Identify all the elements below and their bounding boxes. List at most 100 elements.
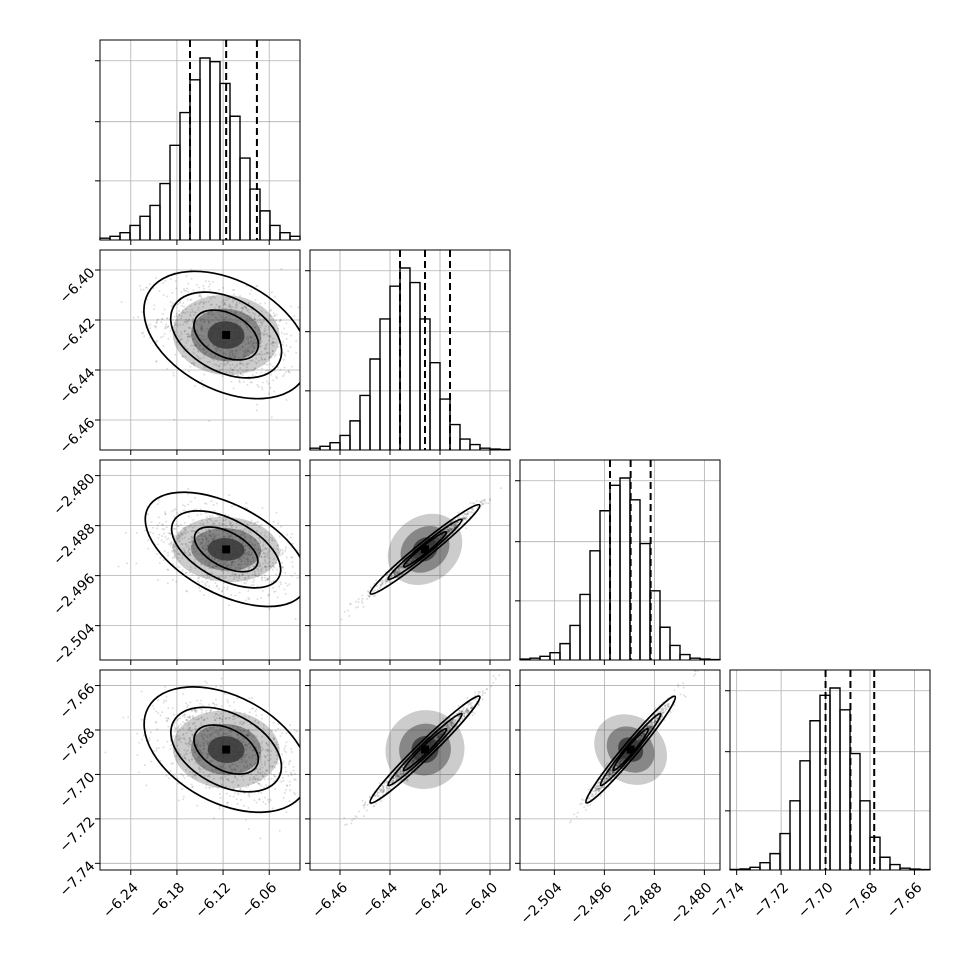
sample-point <box>255 409 258 412</box>
sample-point <box>212 533 215 536</box>
sample-point <box>246 734 249 737</box>
sample-point <box>208 703 211 706</box>
sample-point <box>258 318 261 321</box>
sample-point <box>199 320 202 323</box>
sample-point <box>202 730 205 733</box>
sample-point <box>307 544 309 546</box>
sample-point <box>257 569 260 572</box>
sample-point <box>240 769 243 772</box>
sample-point <box>236 374 239 377</box>
hist-bar <box>459 438 471 450</box>
sample-point <box>157 318 160 321</box>
sample-point <box>173 554 176 557</box>
sample-point <box>248 792 251 795</box>
sample-point <box>252 342 255 345</box>
sample-point <box>260 755 263 758</box>
sample-point <box>186 333 189 336</box>
sample-point <box>300 369 302 371</box>
sample-point <box>253 544 256 547</box>
sample-point <box>449 528 452 531</box>
sample-point <box>222 535 225 538</box>
sample-point <box>236 370 239 373</box>
sample-point <box>251 544 254 547</box>
sample-point <box>180 304 183 307</box>
sample-point <box>273 761 276 764</box>
sample-point <box>251 345 254 348</box>
sample-point <box>163 308 166 311</box>
sample-point <box>234 355 237 358</box>
sample-point <box>260 576 263 579</box>
sample-point <box>265 380 268 383</box>
sample-point <box>215 528 218 531</box>
sample-point <box>195 354 198 357</box>
sample-point <box>472 511 475 514</box>
sample-point <box>236 802 239 805</box>
sample-point <box>222 564 225 567</box>
sample-point <box>202 312 205 315</box>
sample-point <box>265 536 268 539</box>
sample-point <box>281 776 284 779</box>
sample-point <box>166 367 169 370</box>
sample-point <box>178 536 181 539</box>
sample-point <box>227 514 230 517</box>
sample-point <box>226 532 229 535</box>
sample-point <box>202 771 205 774</box>
sample-point <box>192 519 195 522</box>
sample-point <box>200 535 203 538</box>
sample-point <box>244 560 247 563</box>
sample-point <box>300 565 302 567</box>
sample-point <box>453 525 456 528</box>
sample-point <box>396 572 399 575</box>
sample-point <box>185 275 188 278</box>
sample-point <box>228 730 231 733</box>
sample-point <box>225 296 228 299</box>
sample-point <box>229 317 232 320</box>
sample-point <box>222 523 225 526</box>
sample-point <box>169 770 172 773</box>
sample-point <box>252 749 255 752</box>
sample-point <box>446 530 449 533</box>
sample-point <box>250 583 253 586</box>
sample-point <box>230 730 233 733</box>
sample-point <box>219 349 222 352</box>
sample-point <box>188 740 191 743</box>
sample-point <box>208 528 211 531</box>
sample-point <box>252 347 255 350</box>
sample-point <box>104 751 107 754</box>
sample-point <box>269 754 272 757</box>
sample-point <box>159 336 162 339</box>
sample-point <box>231 763 234 766</box>
sample-point <box>209 733 212 736</box>
sample-point <box>217 347 220 350</box>
sample-point <box>464 517 467 520</box>
sample-point <box>268 392 271 395</box>
sample-point <box>262 320 265 323</box>
sample-point <box>172 371 175 374</box>
sample-point <box>332 563 334 565</box>
sample-point <box>193 558 196 561</box>
sample-point <box>238 591 241 594</box>
sample-point <box>254 573 257 576</box>
sample-point <box>198 344 201 347</box>
sample-point <box>373 589 376 592</box>
sample-point <box>258 551 261 554</box>
sample-point <box>215 685 218 688</box>
sample-point <box>248 568 251 571</box>
sample-point <box>241 533 244 536</box>
sample-point <box>201 339 204 342</box>
sample-point <box>211 769 214 772</box>
sample-point <box>188 552 191 555</box>
sample-point <box>199 749 202 752</box>
sample-point <box>401 766 404 769</box>
sample-point <box>174 755 177 758</box>
sample-point <box>220 358 223 361</box>
sample-point <box>277 346 280 349</box>
sample-point <box>186 320 189 323</box>
sample-point <box>207 528 210 531</box>
sample-point <box>191 333 194 336</box>
sample-point <box>206 734 209 737</box>
sample-point <box>467 512 470 515</box>
sample-point <box>475 500 478 503</box>
sample-point <box>282 358 285 361</box>
sample-point <box>246 507 249 510</box>
